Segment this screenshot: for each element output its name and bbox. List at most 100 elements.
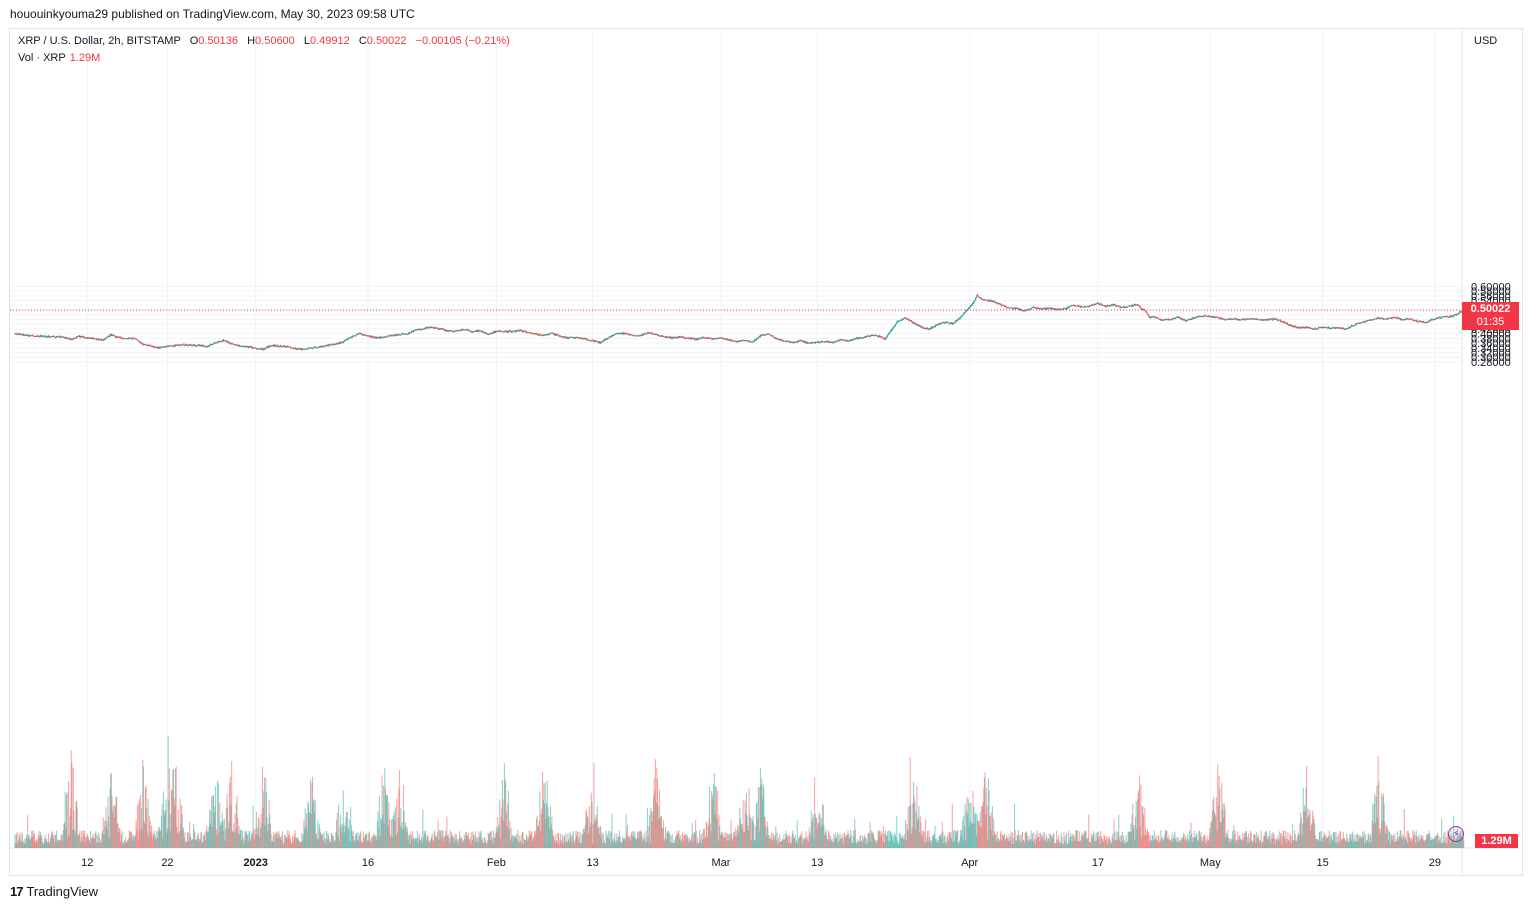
candle-body	[864, 336, 866, 338]
volume-bar	[128, 838, 130, 848]
candle-body	[168, 345, 171, 347]
candle-body	[503, 331, 505, 333]
candle-body	[421, 329, 423, 330]
candle-body	[162, 346, 164, 348]
candle-body	[1038, 308, 1040, 309]
volume-bar	[1078, 831, 1080, 848]
candle-body	[242, 345, 244, 347]
candle-body	[953, 322, 955, 324]
candle-body	[654, 334, 656, 335]
volume-bar	[158, 826, 160, 848]
volume-bar	[507, 790, 509, 848]
candle-body	[1095, 303, 1097, 305]
candle-body	[203, 346, 205, 348]
volume-bar	[287, 834, 290, 848]
candle-body	[444, 329, 446, 331]
volume-bar	[611, 813, 613, 848]
candle-body	[833, 341, 835, 343]
volume-bar	[441, 838, 443, 848]
volume-bar	[665, 839, 667, 848]
candle-body	[471, 331, 473, 333]
volume-bar	[1080, 835, 1082, 848]
volume-bar	[642, 841, 644, 848]
candle-body	[721, 338, 723, 339]
candle-body	[108, 336, 110, 337]
candle-body	[596, 341, 598, 343]
volume-bar	[179, 798, 181, 848]
volume-bar	[1072, 836, 1074, 848]
volume-bar	[795, 842, 797, 848]
candle-body	[76, 336, 78, 338]
candle-body	[658, 334, 660, 336]
candle-body	[783, 340, 786, 342]
y-tick-label: 0.60000	[1471, 281, 1511, 293]
candle-body	[696, 338, 698, 340]
candle-body	[844, 340, 846, 342]
candle-body	[828, 341, 830, 343]
volume-bar	[533, 838, 535, 848]
candle-body	[1078, 305, 1080, 307]
volume-bar	[389, 833, 391, 848]
volume-bar	[1023, 840, 1025, 848]
volume-bar	[769, 835, 771, 848]
volume-bar	[1060, 843, 1062, 848]
volume-bar	[367, 840, 369, 848]
volume-bar	[733, 832, 735, 848]
volume-bar	[237, 833, 239, 848]
volume-bar	[761, 798, 764, 848]
volume-bar	[225, 808, 227, 848]
volume-bar	[364, 834, 366, 848]
volume-bar	[830, 835, 832, 848]
volume-bar	[852, 830, 854, 848]
volume-bar	[644, 837, 646, 848]
candle-body	[400, 334, 402, 336]
candle-body	[1099, 303, 1101, 305]
candle-body	[769, 334, 771, 336]
volume-bar	[388, 819, 390, 848]
candle-body	[312, 348, 314, 349]
candle-body	[72, 338, 74, 340]
candle-body	[915, 323, 917, 325]
candle-body	[999, 303, 1002, 305]
volume-bar	[562, 834, 564, 848]
volume-bar	[804, 838, 806, 848]
volume-bar	[863, 837, 865, 848]
volume-bar	[641, 835, 643, 848]
volume-bar	[101, 832, 103, 848]
volume-bar	[1058, 835, 1060, 848]
candle-body	[455, 330, 457, 332]
volume-bar	[554, 839, 556, 848]
candle-body	[642, 334, 644, 336]
candle-body	[850, 339, 852, 341]
volume-bar	[869, 822, 871, 848]
volume-bar	[861, 842, 863, 848]
volume-bar	[695, 830, 697, 848]
candle-body	[747, 340, 749, 342]
candle-body	[435, 327, 437, 329]
candle-body	[776, 338, 778, 340]
candle-body	[103, 338, 105, 341]
candle-body	[90, 337, 92, 339]
volume-bar	[341, 832, 343, 848]
candle-body	[516, 330, 518, 332]
volume-bar	[932, 837, 934, 848]
candle-body	[890, 330, 893, 332]
candle-body	[903, 317, 905, 319]
volume-bar	[719, 834, 721, 848]
volume-bar	[127, 840, 129, 848]
volume-bar	[100, 839, 102, 848]
candle-body	[449, 330, 451, 332]
volume-bar	[286, 830, 288, 848]
candle-body	[894, 324, 897, 326]
volume-bar	[919, 816, 921, 848]
candle-body	[1108, 305, 1110, 307]
volume-bar	[918, 805, 920, 848]
volume-bar	[730, 820, 732, 848]
candle-body	[667, 337, 669, 338]
candle-body	[1008, 307, 1010, 309]
volume-bar	[782, 839, 784, 848]
candle-body	[896, 321, 899, 323]
candle-body	[316, 347, 318, 349]
candle-body	[99, 339, 101, 340]
